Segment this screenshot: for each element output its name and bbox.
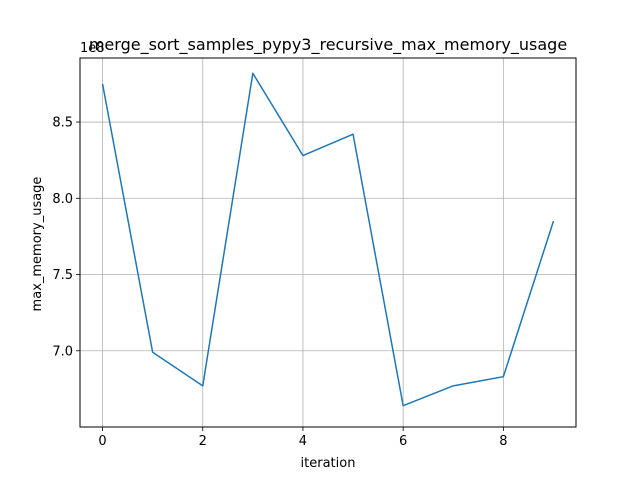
plot-area (80, 58, 576, 427)
x-tick-label: 2 (199, 434, 207, 449)
y-tick-label: 8.5 (52, 116, 73, 131)
series-line (101, 72, 555, 407)
y-tick-label: 8.0 (52, 192, 73, 207)
x-axis-label: iteration (301, 456, 356, 471)
x-tick-label: 0 (98, 434, 106, 449)
axes-frame (79, 57, 577, 428)
grid-lines (80, 58, 576, 427)
x-tick-label: 4 (299, 434, 307, 449)
x-tick-label: 8 (499, 434, 507, 449)
y-axis-offset-label: 1e8 (80, 41, 105, 56)
x-tick-label: 6 (399, 434, 407, 449)
y-axis-ticks: 7.0 7.5 8.0 8.5 (52, 116, 80, 359)
y-tick-label: 7.0 (52, 344, 73, 359)
x-axis-ticks: 0 2 4 6 8 (98, 427, 507, 449)
y-axis-label: max_memory_usage (30, 177, 45, 312)
chart-title: merge_sort_samples_pypy3_recursive_max_m… (89, 35, 567, 55)
y-tick-label: 7.5 (52, 268, 73, 283)
data-series (101, 72, 555, 407)
